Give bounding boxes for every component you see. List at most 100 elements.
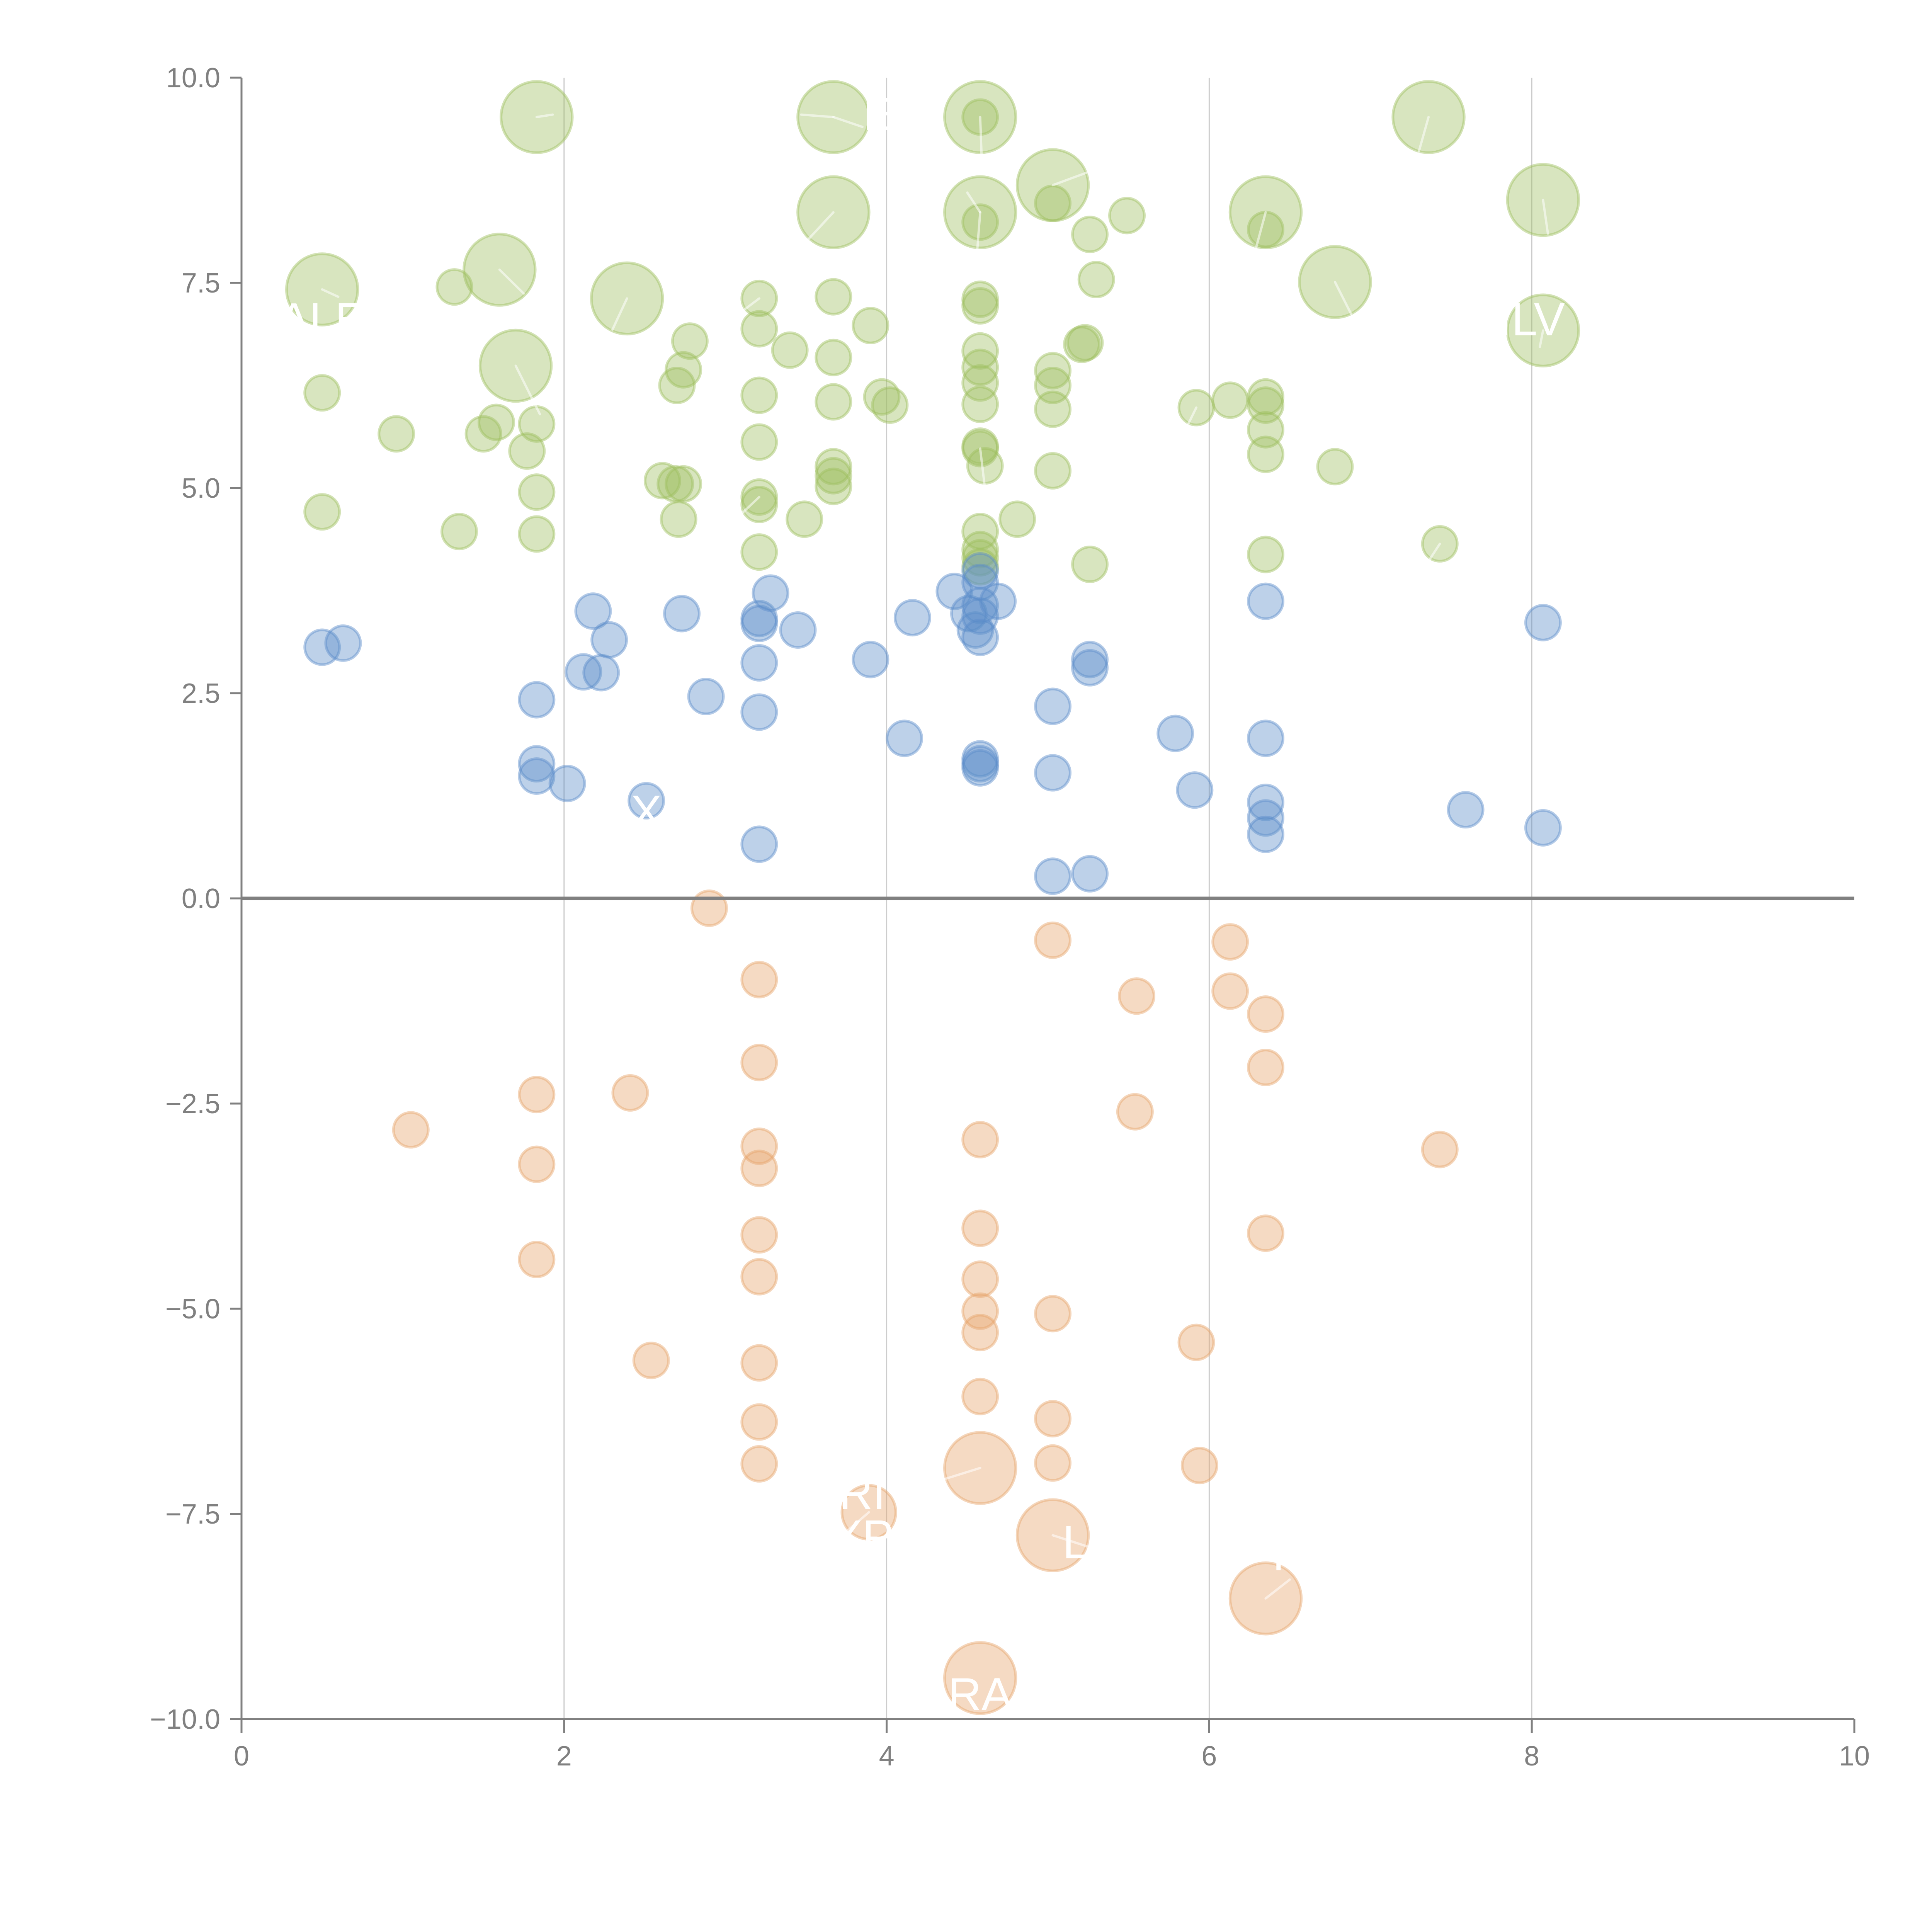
bubble-point [966,447,1004,485]
bubble-point [1066,324,1104,362]
bubble-point [440,513,478,551]
bubble-point [1118,977,1156,1015]
bubble-point [1247,536,1284,573]
bubble-point [1524,809,1562,847]
leader-line [1264,1578,1291,1600]
bubble-point [303,374,341,412]
bubble-point [950,595,988,633]
leader-line [498,269,525,295]
bubble-point [671,322,709,360]
bubble-point [961,619,999,656]
bubble-point [961,349,999,386]
bubble-point [392,1111,430,1149]
bubble-point [643,462,681,500]
y-tick-label: 10.0 [166,63,220,94]
bubble-point [1034,1400,1072,1438]
bubble-point [961,563,999,601]
bubble-point [1247,719,1284,757]
leader-line [979,116,983,163]
bubble-point [740,600,778,638]
bubble-point [740,604,778,642]
bubble-point [786,500,823,538]
bubble-point [961,1292,999,1330]
bubble-point [1247,411,1284,449]
bubble-point [935,573,973,611]
bubble-point [508,432,546,470]
leader-line [966,191,981,214]
bubble-point [740,1150,778,1187]
bubble-point [1034,390,1072,428]
bubble-point [961,548,999,586]
bubble-point [303,628,341,666]
point-label: RI [839,1467,886,1519]
bubble-point [303,493,341,531]
bubble-point [815,338,852,376]
bubble-point [1247,1049,1284,1087]
bubble-point [582,654,620,692]
bubble-point [815,468,852,505]
bubble-point [886,719,923,757]
bubble-point [378,415,415,453]
bubble-point [1071,649,1109,687]
bubble-point [740,644,778,682]
leader-line [832,116,864,128]
bubble-point [1180,1447,1218,1485]
bubble-point [956,611,994,649]
bubble-point [740,825,778,863]
bubble-point [1071,855,1109,893]
leader-line [321,288,340,298]
bubble-point [1034,367,1072,404]
bubble-point [1034,754,1072,792]
leader-line [1542,199,1549,235]
x-tick-label: 0 [234,1741,249,1772]
bubble-point [1063,325,1101,363]
y-tick-label: 2.5 [182,678,220,709]
x-tick-label: 10 [1839,1741,1870,1772]
bubble-point [740,1258,778,1296]
leader-line [514,364,541,415]
series-orange [392,889,1459,1715]
bubble-point [1034,687,1072,725]
bubble-point [1071,641,1109,679]
bubble-point [1247,582,1284,620]
bubble-point [518,681,556,719]
bubble-point [943,1641,1017,1715]
bubble-point [740,376,778,414]
bubble-point [871,386,909,424]
bubble-point [961,1378,999,1415]
bubble-point [961,531,999,568]
bubble-point [1247,815,1284,853]
bubble-point [1077,261,1115,299]
bubble-point [961,539,999,577]
bubble-point [779,611,817,649]
bubble-point [771,331,809,369]
bubble-point [815,457,852,495]
bubble-point [518,473,556,511]
y-tick-label: −10.0 [150,1704,220,1735]
bubble-point [961,385,999,423]
axis-ticks: 10.0 7.5 5.0 2.5 0.0 −2.5 −5.0 −7.5 −10.… [150,63,1870,1772]
x-tick-label: 4 [879,1741,895,1772]
bubble-point [740,1445,778,1483]
bubble-point [1211,381,1249,419]
bubble-point [1447,791,1485,829]
bubble-point [740,533,778,571]
bubble-point [961,427,999,465]
leader-line [1184,406,1198,432]
bubble-point [961,749,999,787]
bubble-point [1247,783,1284,821]
bubble-point [815,448,852,486]
leader-line [724,297,760,325]
bubble-point [565,653,602,691]
bubble-point [632,1342,670,1379]
leader-line [611,297,628,331]
bubble-point [961,364,999,402]
bubble-point [1034,452,1072,490]
x-tick-label: 2 [556,1741,572,1772]
leader-line [979,447,986,490]
bubble-point [852,641,889,679]
bubble-point [324,624,362,662]
bubble-layer [285,80,1580,1715]
leader-line [1253,211,1267,255]
